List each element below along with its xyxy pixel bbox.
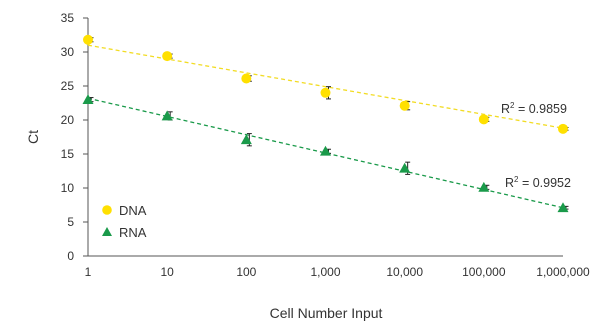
data-point-rna: [161, 110, 173, 121]
r-squared-value: = 0.9952: [518, 176, 571, 190]
legend-label-dna: DNA: [119, 203, 147, 218]
x-tick-label: 100: [236, 265, 256, 279]
y-tick-label: 30: [61, 45, 75, 59]
x-tick-label: 1,000: [310, 265, 340, 279]
x-tick-label: 1: [85, 265, 92, 279]
r-squared-superscript: 2: [514, 175, 519, 184]
data-point-dna: [162, 51, 173, 62]
legend-marker-dna: [102, 205, 112, 215]
legend: DNA RNA: [102, 203, 147, 240]
data-point-rna: [240, 134, 252, 145]
r-squared-prefix: R: [501, 102, 510, 116]
r-squared-prefix: R: [505, 176, 514, 190]
legend-label-rna: RNA: [119, 225, 147, 240]
trendlines: [87, 44, 564, 209]
data-markers: [82, 34, 569, 213]
y-axis-title: Ct: [25, 130, 41, 144]
x-tick-label: 1,000,000: [536, 265, 590, 279]
x-tick-label: 10: [160, 265, 174, 279]
data-point-rna: [399, 162, 411, 173]
data-point-dna: [478, 114, 489, 125]
y-tick-label: 10: [61, 181, 75, 195]
error-bars: [88, 37, 569, 210]
data-point-dna: [83, 34, 93, 45]
trendline-dna: [87, 44, 564, 129]
r-squared-label-rna: R2 = 0.9952: [505, 175, 571, 190]
r-squared-label-dna: R2 = 0.9859: [501, 101, 567, 116]
data-point-rna: [82, 94, 94, 104]
legend-marker-rna: [102, 227, 112, 236]
data-point-rna: [320, 145, 331, 156]
x-tick-label: 10,000: [386, 265, 423, 279]
y-tick-label: 15: [61, 147, 75, 161]
data-point-rna: [557, 202, 569, 213]
y-tick-label: 35: [61, 11, 75, 25]
y-tick-label: 25: [61, 79, 75, 93]
y-tick-label: 20: [61, 113, 75, 127]
r-squared-superscript: 2: [510, 101, 515, 110]
data-point-rna: [478, 181, 490, 192]
x-tick-label: 100,000: [462, 265, 506, 279]
data-point-dna: [241, 73, 252, 84]
r-squared-value: = 0.9859: [514, 102, 567, 116]
data-point-dna: [320, 87, 331, 98]
axes: 0 5 10 15 20 25 30 35 1 10 100 1,000 10,000 100,000 1,…: [25, 11, 590, 321]
y-tick-label: 0: [67, 249, 74, 263]
y-tick-label: 5: [67, 215, 74, 229]
data-point-dna: [399, 100, 410, 111]
data-point-dna: [558, 123, 568, 134]
x-axis-title: Cell Number Input: [270, 305, 383, 321]
